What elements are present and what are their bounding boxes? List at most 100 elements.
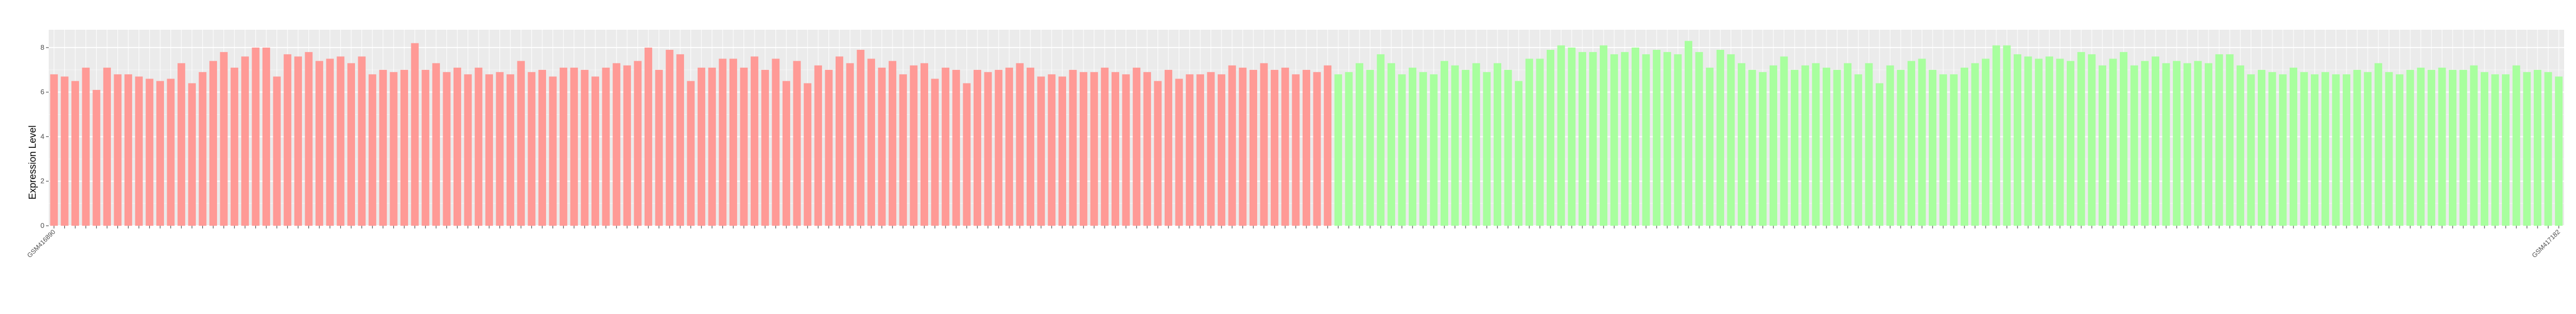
bar <box>316 61 324 226</box>
bar <box>2183 63 2191 226</box>
bar <box>71 81 80 226</box>
bar <box>878 67 886 226</box>
bar <box>1387 63 1395 226</box>
bar <box>1218 74 1226 226</box>
bar <box>1451 65 1459 226</box>
bar <box>2385 72 2393 226</box>
bar <box>2247 74 2255 226</box>
y-tick-label: 8 <box>41 43 44 51</box>
bar <box>889 61 897 226</box>
bar <box>2289 67 2297 226</box>
bar <box>1143 72 1151 226</box>
y-tick-label: 2 <box>41 177 44 185</box>
bar <box>411 43 419 226</box>
bar <box>1621 52 1629 226</box>
bar <box>2098 65 2106 226</box>
x-tick-label: GSM417182 <box>2531 228 2562 259</box>
bar <box>623 65 631 226</box>
bar <box>422 70 430 226</box>
bar <box>379 70 387 226</box>
bar <box>698 67 706 226</box>
bar <box>1122 74 1130 226</box>
bar <box>814 65 822 226</box>
bar <box>1897 70 1905 226</box>
bar <box>857 50 865 226</box>
bar <box>1249 70 1258 226</box>
bar <box>2162 63 2170 226</box>
bar <box>1175 78 1183 226</box>
bar <box>825 70 833 226</box>
bar <box>2226 54 2234 226</box>
y-tick-label: 4 <box>41 132 44 140</box>
bar <box>2502 74 2510 226</box>
bar <box>1133 67 1141 226</box>
bar <box>252 47 260 226</box>
bar <box>2088 54 2096 226</box>
bar <box>729 58 738 226</box>
bar <box>517 61 525 226</box>
bar <box>1982 58 1990 226</box>
bar <box>1642 54 1650 226</box>
bar <box>82 67 90 226</box>
bar <box>156 81 164 226</box>
bar <box>772 58 780 226</box>
bar <box>475 67 483 226</box>
bar <box>124 74 133 226</box>
bar <box>1960 67 1968 226</box>
y-axis-label: Expression Level <box>27 125 38 199</box>
x-tick-label: GSM416890 <box>25 228 57 259</box>
bar <box>2130 65 2138 226</box>
bar <box>61 76 69 226</box>
bar <box>2332 74 2340 226</box>
bar <box>613 63 621 226</box>
bar <box>1377 54 1385 226</box>
bar <box>167 78 175 226</box>
bar <box>2480 72 2488 226</box>
bar <box>1069 70 1077 226</box>
bar <box>1600 45 1608 226</box>
bar <box>199 72 207 226</box>
bar <box>284 54 292 226</box>
bar <box>146 78 154 226</box>
bar <box>1695 52 1703 226</box>
bar <box>2459 70 2467 226</box>
bar <box>432 63 440 226</box>
bar <box>485 74 493 226</box>
bar <box>1324 65 1332 226</box>
bar <box>2555 76 2563 226</box>
bar <box>358 56 366 226</box>
bar <box>2533 70 2542 226</box>
bar <box>2045 56 2053 226</box>
bar <box>2470 65 2478 226</box>
bar <box>1271 70 1279 226</box>
bar <box>1844 63 1852 226</box>
bar <box>1674 54 1682 226</box>
bar <box>347 63 355 226</box>
bar <box>2024 56 2032 226</box>
bar <box>1568 47 1576 226</box>
bar <box>507 74 515 226</box>
bar <box>1345 72 1353 226</box>
bar <box>1759 72 1767 226</box>
bar <box>973 70 982 226</box>
bar <box>2151 56 2160 226</box>
bar <box>273 76 281 226</box>
bar <box>1355 63 1364 226</box>
bar <box>581 70 589 226</box>
bar <box>2173 61 2181 226</box>
bar <box>2417 67 2425 226</box>
bar <box>114 74 122 226</box>
bar <box>687 81 695 226</box>
bar <box>390 72 398 226</box>
bar <box>496 72 504 226</box>
bar <box>1027 67 1035 226</box>
bar <box>942 67 950 226</box>
bar <box>1801 65 1809 226</box>
bar <box>2449 70 2457 226</box>
bar <box>2258 70 2266 226</box>
bar <box>2120 52 2128 226</box>
bar <box>2109 58 2117 226</box>
bar <box>2141 61 2149 226</box>
bar <box>2215 54 2223 226</box>
